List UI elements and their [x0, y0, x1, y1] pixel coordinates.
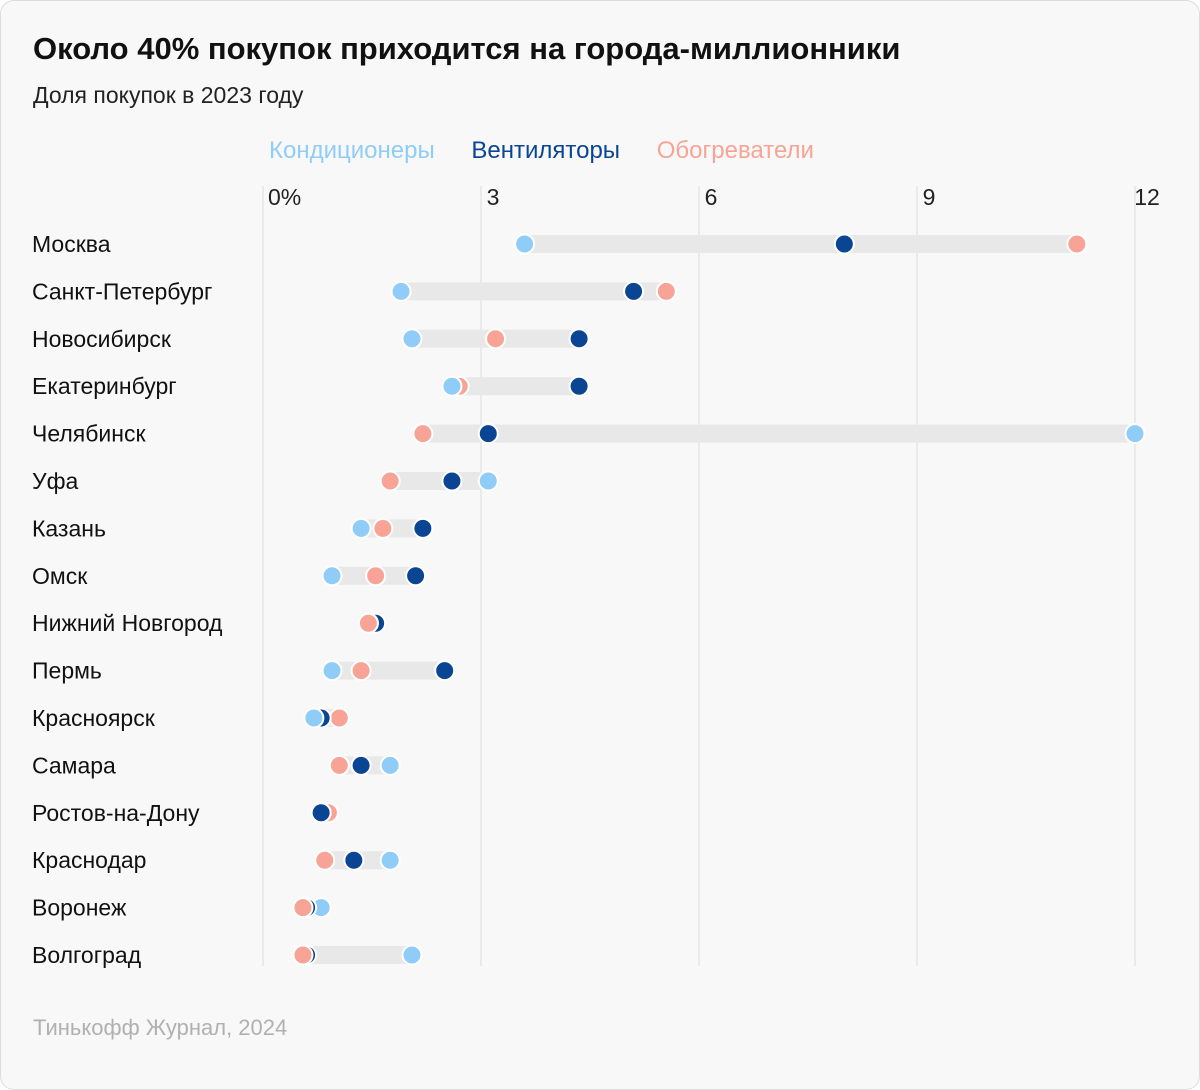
city-label: Москва	[32, 231, 111, 257]
legend-item-heaters: Обогреватели	[656, 137, 814, 164]
data-point	[390, 280, 412, 302]
city-label: Красноярск	[32, 705, 156, 731]
data-point	[412, 517, 434, 539]
data-point	[477, 470, 499, 492]
data-point	[1066, 233, 1088, 255]
legend-item-conditioners: Кондиционеры	[269, 137, 435, 164]
x-tick-label: 6	[705, 184, 718, 210]
chart-title: Около 40% покупок приходится на города-м…	[33, 31, 901, 66]
data-point	[350, 517, 372, 539]
data-point	[379, 754, 401, 776]
data-point	[310, 802, 332, 824]
data-point	[343, 849, 365, 871]
data-point	[401, 944, 423, 966]
data-point	[314, 849, 336, 871]
data-point	[321, 660, 343, 682]
data-point	[321, 565, 343, 587]
city-label: Санкт-Петербург	[32, 278, 212, 304]
data-point	[412, 423, 434, 445]
data-point	[434, 660, 456, 682]
city-label: Нижний Новгород	[32, 610, 223, 636]
data-point	[1124, 423, 1146, 445]
city-label: Самара	[32, 752, 116, 778]
x-tick-label: 9	[923, 184, 936, 210]
legend-item-fans: Вентиляторы	[471, 137, 621, 164]
data-point	[350, 660, 372, 682]
city-label: Ростов-на-Дону	[32, 800, 200, 826]
data-point	[405, 565, 427, 587]
data-point	[833, 233, 855, 255]
x-tick-label: 12	[1134, 184, 1160, 210]
data-point	[441, 470, 463, 492]
city-label: Воронеж	[32, 895, 127, 921]
data-point	[292, 944, 314, 966]
x-tick-label: 3	[487, 184, 500, 210]
data-point	[568, 375, 590, 397]
data-point	[350, 754, 372, 776]
data-point	[568, 328, 590, 350]
source-note: Тинькофф Журнал, 2024	[33, 1015, 288, 1040]
data-point	[328, 754, 350, 776]
chart-subtitle: Доля покупок в 2023 году	[33, 82, 304, 108]
city-label: Челябинск	[32, 421, 146, 447]
data-point	[401, 328, 423, 350]
city-label: Новосибирск	[32, 326, 172, 352]
data-point	[514, 233, 536, 255]
city-label: Уфа	[32, 468, 79, 494]
city-label: Краснодар	[32, 847, 146, 873]
data-point	[365, 565, 387, 587]
data-point	[623, 280, 645, 302]
city-label: Екатеринбург	[32, 373, 177, 399]
data-point	[485, 328, 507, 350]
city-label: Волгоград	[32, 942, 142, 968]
data-point	[477, 423, 499, 445]
data-point	[328, 707, 350, 729]
data-point	[292, 897, 314, 919]
data-point	[372, 517, 394, 539]
data-point	[379, 849, 401, 871]
city-label: Омск	[32, 563, 88, 589]
data-point	[441, 375, 463, 397]
data-point	[303, 707, 325, 729]
city-label: Казань	[32, 515, 106, 541]
data-point	[379, 470, 401, 492]
data-point	[655, 280, 677, 302]
city-label: Пермь	[32, 658, 102, 684]
legend: Кондиционеры Вентиляторы Обогреватели	[269, 137, 844, 165]
x-tick-label: 0%	[268, 184, 301, 210]
data-point	[357, 612, 379, 634]
